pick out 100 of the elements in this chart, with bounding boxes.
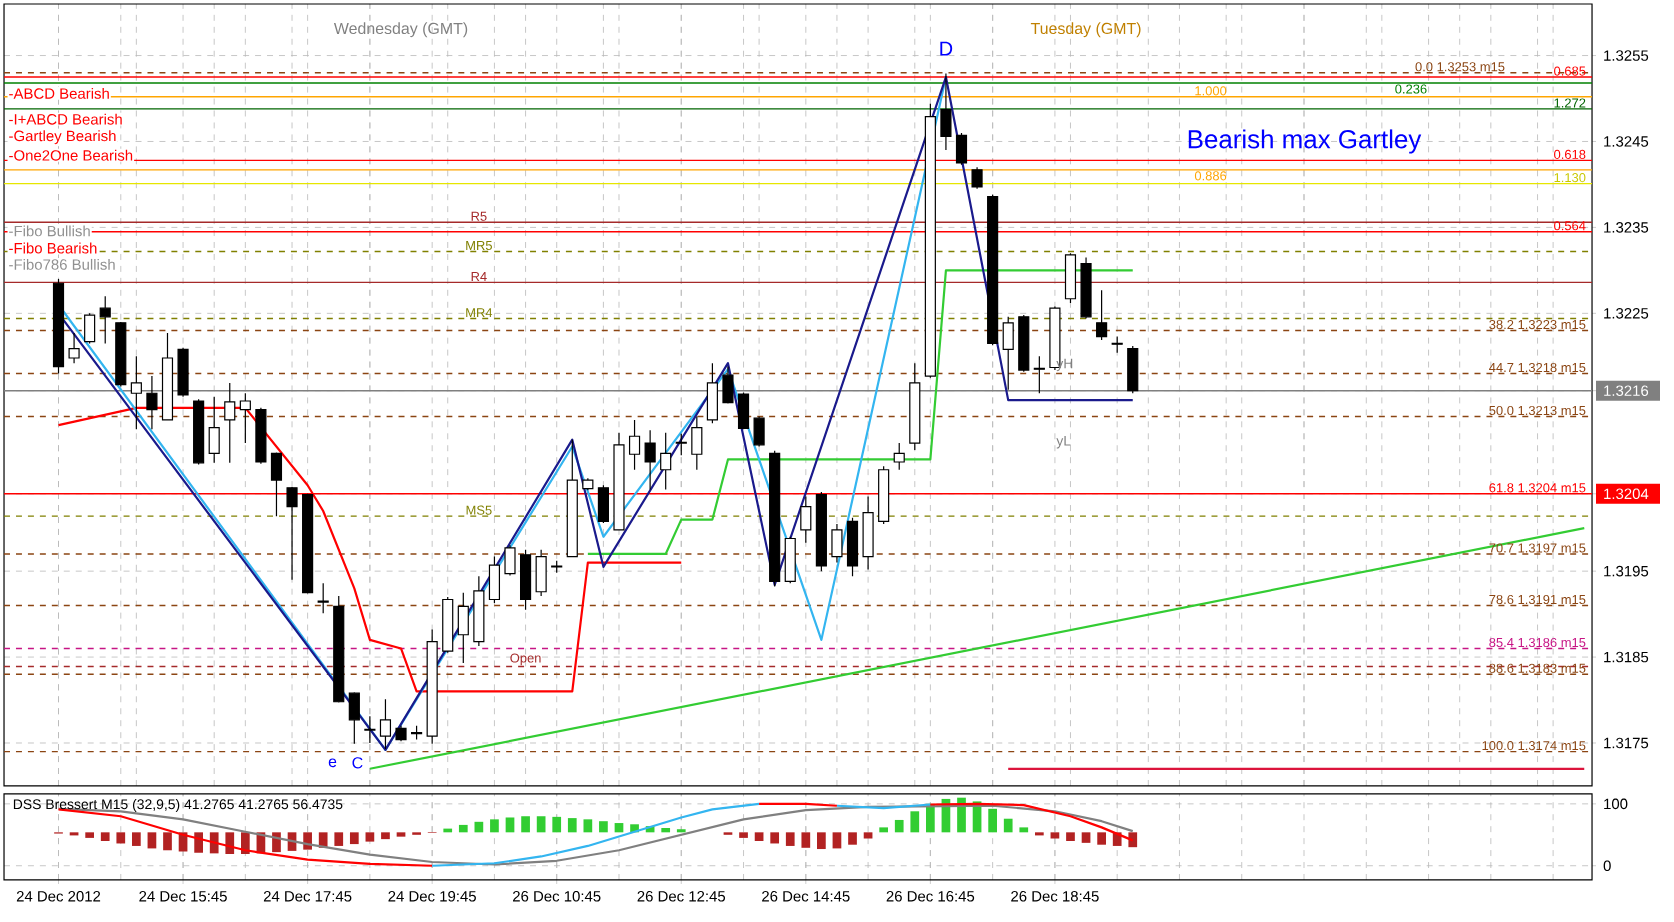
candlestick [644, 429, 656, 491]
candlestick [955, 132, 968, 166]
candlestick [566, 439, 578, 558]
candlestick [815, 491, 827, 572]
bar [100, 832, 110, 841]
candlestick [831, 523, 843, 564]
candlestick [987, 194, 999, 346]
candlestick [909, 362, 921, 451]
bar [879, 827, 889, 833]
candlestick [115, 321, 127, 387]
candlestick [364, 715, 376, 744]
line-series [431, 802, 761, 867]
bar [85, 832, 95, 838]
bar [552, 816, 562, 833]
candlestick [613, 432, 625, 531]
bar [567, 818, 577, 833]
candlestick [769, 450, 781, 588]
candlestick [551, 560, 563, 574]
bar [848, 832, 857, 845]
bar [381, 832, 390, 840]
bar [770, 832, 780, 844]
candlestick [177, 347, 189, 398]
annotation: D [940, 41, 953, 56]
candlestick [1002, 316, 1014, 391]
candlestick [84, 312, 96, 345]
candlestick [379, 698, 392, 750]
line-series [57, 808, 434, 867]
bar [490, 819, 499, 833]
bar [1066, 832, 1075, 841]
candlestick [628, 419, 641, 471]
candlestick [488, 555, 501, 604]
candlestick [130, 355, 142, 430]
bar [1003, 818, 1013, 833]
line-series [586, 269, 1134, 556]
candlestick [442, 596, 454, 654]
bar [505, 817, 515, 833]
line-series [929, 802, 1134, 842]
candlestick [52, 278, 65, 375]
bar [458, 824, 468, 833]
candlestick [1064, 252, 1077, 304]
candlestick [706, 362, 718, 424]
candlestick [302, 493, 314, 595]
candlestick [395, 725, 407, 742]
bar [785, 832, 795, 846]
bar [739, 832, 748, 838]
candlestick [660, 432, 672, 491]
bar [832, 832, 842, 849]
candlestick [519, 549, 532, 611]
bar [599, 821, 608, 833]
candlestick [582, 477, 594, 491]
bar [988, 808, 997, 833]
candlestick [535, 549, 547, 597]
candlestick [161, 332, 174, 421]
bar [365, 832, 375, 842]
candlestick [722, 366, 734, 405]
bar [163, 832, 172, 851]
candlestick [426, 628, 438, 745]
bar [583, 819, 593, 833]
candlestick [239, 392, 251, 444]
bar [910, 811, 920, 833]
candlestick [971, 166, 983, 190]
candlestick [146, 375, 158, 430]
candlestick [457, 592, 469, 664]
candlestick [1018, 314, 1030, 373]
candlestick [255, 407, 267, 465]
candlestick [1127, 345, 1139, 394]
bar [801, 832, 811, 848]
candlestick [224, 382, 236, 464]
candlestick [878, 465, 890, 525]
candlestick [893, 442, 905, 471]
annotation: Bearish max Gartley [1188, 129, 1422, 154]
candlestick [504, 544, 516, 577]
bar [1019, 827, 1029, 833]
candlestick [68, 332, 80, 364]
bar [1097, 832, 1106, 845]
candlestick [862, 495, 874, 571]
candlestick [348, 691, 360, 745]
candlestick [270, 451, 283, 517]
bar [132, 832, 141, 846]
candlestick [286, 486, 298, 581]
bar [754, 832, 764, 841]
candlestick [1111, 335, 1123, 354]
candlestick [784, 536, 796, 584]
candlestick [193, 398, 205, 466]
candlestick [846, 517, 859, 577]
candlestick [597, 484, 609, 524]
candlestick [411, 725, 423, 741]
bar [147, 832, 157, 849]
candlestick [1096, 289, 1108, 341]
bar [863, 832, 873, 839]
candlestick [924, 103, 936, 379]
bar [817, 832, 826, 850]
candlestick [737, 391, 750, 430]
candlestick [800, 495, 812, 544]
bar [536, 816, 546, 833]
bar [349, 832, 359, 845]
bar [116, 832, 126, 844]
candlestick [473, 575, 485, 647]
candlestick [333, 595, 345, 704]
candlestick [1080, 256, 1092, 320]
